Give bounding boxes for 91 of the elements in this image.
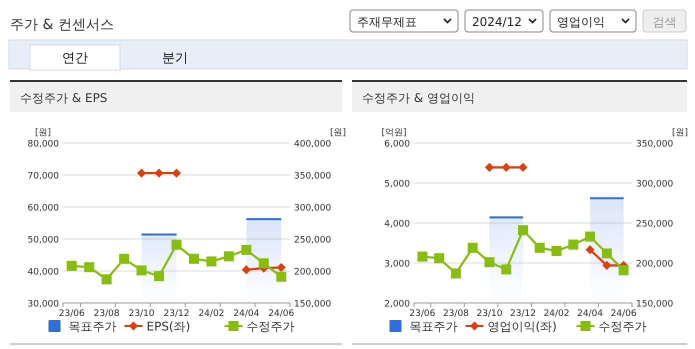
text: 연간 (62, 51, 88, 66)
x-tick-label: 23/08 (442, 309, 470, 319)
point (417, 252, 428, 262)
title: 수정주가 & EPS (20, 91, 108, 105)
point (206, 256, 216, 266)
y-tick-label: 4,000 (384, 220, 410, 230)
point (172, 168, 181, 178)
point (66, 260, 77, 271)
y2-tick-label: 150,000 (636, 300, 674, 310)
point (468, 242, 478, 253)
y-tick-label: 30,000 (28, 300, 60, 310)
point (154, 168, 164, 178)
point (84, 262, 94, 272)
y-tick-label: 2,000 (384, 300, 410, 310)
text: 검색 (652, 15, 676, 29)
x-tick-label: 23/06 (409, 309, 436, 319)
point (102, 274, 112, 284)
y2-axis-title: [원] (672, 128, 688, 138)
legend-label: EPS(좌) (146, 320, 190, 334)
y2-tick-label: 300,000 (636, 180, 674, 190)
y-tick-label: 60,000 (28, 204, 60, 214)
point (602, 248, 612, 258)
y2-tick-label: 400,000 (294, 140, 332, 150)
point (119, 254, 130, 264)
point (276, 262, 286, 272)
x-tick-label: 24/02 (544, 309, 570, 319)
y-tick-label: 50,000 (28, 236, 60, 246)
point (618, 265, 629, 276)
point (534, 242, 545, 253)
legend-label: 수정주가 (246, 320, 294, 334)
point (434, 253, 444, 264)
text: 분기 (162, 51, 188, 66)
point (137, 168, 146, 178)
y-tick-label: 70,000 (28, 172, 60, 182)
point (552, 246, 562, 256)
point (585, 232, 596, 242)
point (518, 225, 528, 236)
y2-tick-label: 200,000 (294, 268, 332, 278)
y2-tick-label: 150,000 (294, 300, 332, 310)
x-tick-label: 23/06 (58, 309, 85, 319)
x-tick-label: 23/12 (510, 309, 536, 319)
x-tick-label: 24/06 (268, 309, 295, 319)
point (484, 257, 494, 268)
x-tick-label: 23/08 (94, 309, 120, 319)
y-tick-label: 80,000 (28, 140, 60, 150)
text: 2024/12 (472, 15, 522, 29)
y2-tick-label: 200,000 (636, 260, 674, 270)
y-axis-title: [원] (34, 128, 52, 138)
title: 수정주가 & 영업이익 (362, 91, 475, 105)
y-tick-label: 6,000 (384, 140, 410, 150)
point (502, 162, 511, 172)
y2-tick-label: 300,000 (294, 204, 332, 214)
x-tick-label: 24/04 (233, 309, 260, 319)
y-tick-label: 5,000 (384, 180, 410, 190)
point (242, 265, 251, 274)
y2-tick-label: 250,000 (636, 220, 674, 230)
point (258, 258, 269, 268)
text: 주재무제표 (357, 15, 417, 29)
y-tick-label: 3,000 (384, 260, 410, 270)
point (450, 268, 461, 278)
x-tick-label: 24/04 (577, 309, 604, 319)
y2-tick-label: 350,000 (294, 172, 332, 182)
point (484, 162, 494, 172)
y2-tick-label: 250,000 (294, 236, 332, 246)
legend-label: 수정주가 (598, 320, 646, 334)
point (586, 245, 595, 254)
y-axis-title: [억원] (381, 128, 407, 138)
point (172, 240, 182, 250)
x-tick-label: 23/10 (476, 309, 503, 319)
point (241, 244, 252, 255)
legend-label: 목표주가 (410, 320, 458, 334)
x-tick-label: 23/12 (164, 309, 190, 319)
x-tick-label: 23/10 (128, 309, 155, 319)
point (501, 264, 512, 274)
x-tick-label: 24/06 (610, 309, 637, 319)
legend-label: 영업이익(좌) (488, 320, 557, 334)
point (518, 162, 528, 172)
point (602, 260, 612, 270)
point (276, 272, 286, 282)
x-tick-label: 24/02 (198, 309, 224, 319)
text: 영업이익 (557, 15, 605, 29)
point (568, 240, 578, 250)
point (224, 251, 234, 262)
title: 주가 & 컨센서스 (10, 17, 114, 33)
point (188, 254, 199, 264)
y2-tick-label: 350,000 (636, 140, 674, 150)
y-tick-label: 40,000 (28, 268, 60, 278)
y2-axis-title: [원] (330, 128, 346, 138)
legend-label: 목표주가 (68, 320, 116, 334)
point (154, 271, 164, 282)
point (136, 265, 147, 276)
